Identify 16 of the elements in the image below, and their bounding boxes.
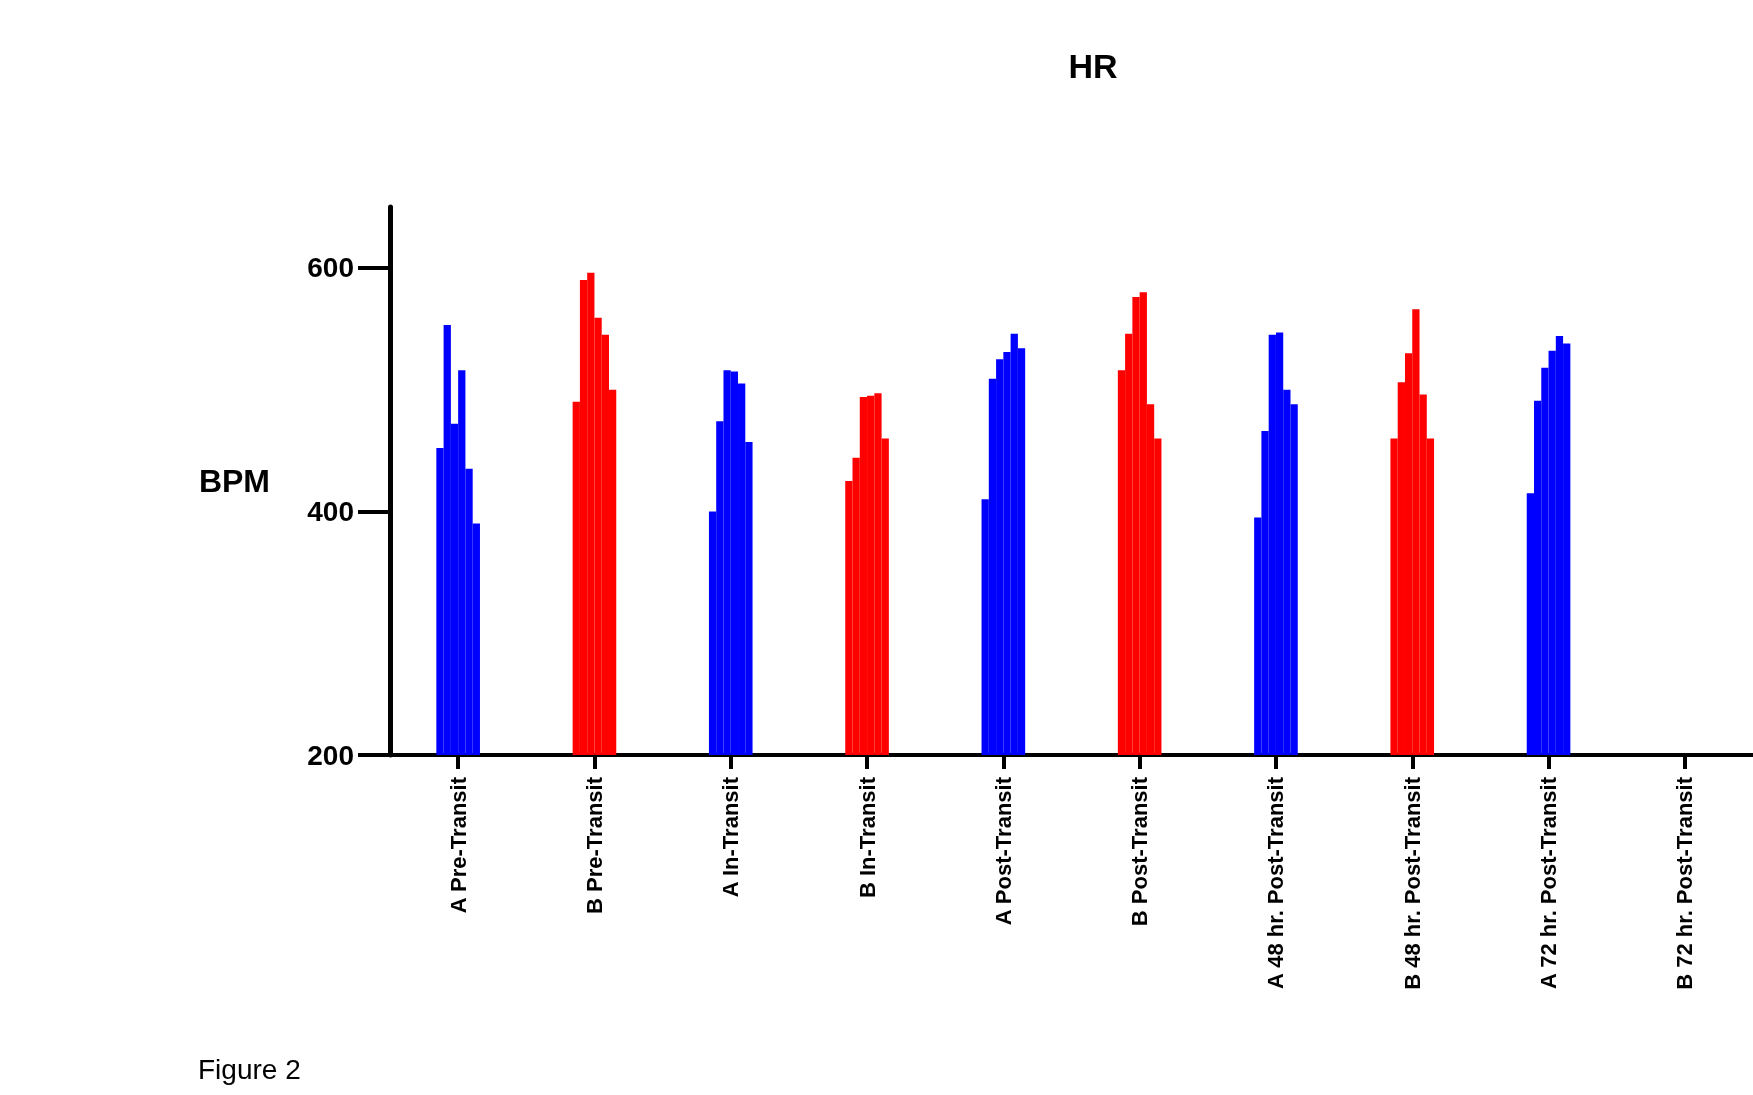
x-tick-label: B Pre-Transit (581, 776, 607, 914)
x-tick-label: A Pre-Transit (445, 776, 471, 914)
x-tick-label: B 72 hr. Post-Transit (1672, 776, 1698, 990)
caption: Figure 2 (198, 1053, 301, 1085)
x-tick-label: B 48 hr. Post-Transit (1399, 776, 1425, 990)
y-axis-title: BPM (198, 463, 270, 499)
x-tick-label: A Post-Transit (990, 776, 1016, 926)
x-tick-label: B In-Transit (854, 776, 880, 899)
x-tick-label: A 72 hr. Post-Transit (1536, 776, 1562, 989)
y-tick-label: 600 (307, 252, 354, 284)
chart-title: HR (1068, 47, 1118, 85)
x-tick-label: A In-Transit (718, 776, 744, 898)
y-tick-label: 200 (307, 739, 354, 771)
x-tick-label: B Post-Transit (1127, 776, 1153, 927)
x-tick-label: A 48 hr. Post-Transit (1263, 776, 1289, 989)
y-tick-label: 400 (307, 495, 354, 527)
